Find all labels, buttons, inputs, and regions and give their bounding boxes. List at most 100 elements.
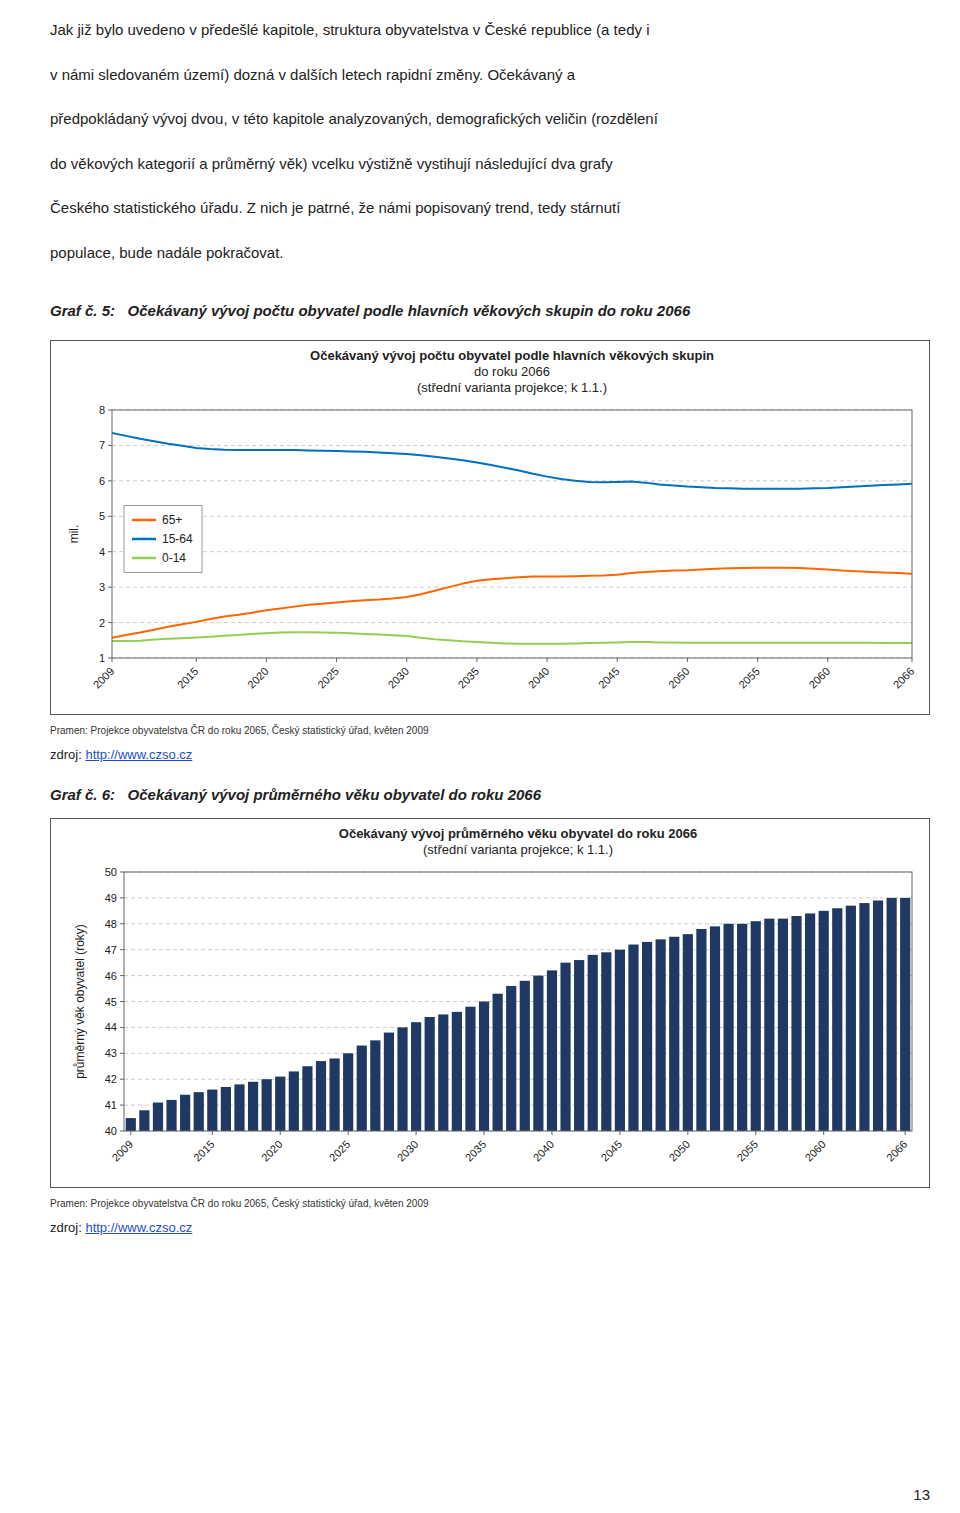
y-tick (120, 949, 124, 950)
y-tick (108, 587, 112, 588)
grid-line (112, 445, 912, 446)
chart-caption: Graf č. 6: Očekávaný vývoj průměrného vě… (50, 786, 541, 803)
chart-title: do roku 2066 (474, 364, 550, 379)
bar (194, 1092, 204, 1131)
bar (180, 1095, 190, 1131)
bar (642, 942, 652, 1131)
x-tick (280, 1131, 281, 1135)
bar (289, 1071, 299, 1131)
x-tick-label: 2020 (259, 1138, 285, 1164)
plot-frame (112, 410, 912, 658)
x-tick-label: 2050 (666, 665, 692, 691)
y-tick-label: 50 (105, 866, 117, 878)
y-tick (120, 1105, 124, 1106)
plot-frame (124, 872, 912, 1131)
y-tick-label: 4 (99, 546, 105, 558)
bar (669, 937, 679, 1131)
y-tick-label: 3 (99, 581, 105, 593)
grid-line (112, 587, 912, 588)
x-tick-label: 2015 (175, 665, 201, 691)
bar (316, 1061, 326, 1131)
x-tick (547, 658, 548, 662)
x-tick (130, 1131, 131, 1135)
bar (275, 1077, 285, 1131)
bar (465, 1007, 475, 1131)
bar (560, 963, 570, 1131)
x-tick (476, 658, 477, 662)
bar (900, 898, 910, 1131)
bar (615, 950, 625, 1131)
bar (329, 1058, 339, 1131)
plot-marks (126, 898, 911, 1131)
paragraph-line: v námi sledovaném území) dozná v dalších… (50, 66, 575, 83)
source-link-label: zdroj: http://www.czso.cz (50, 1220, 192, 1235)
bar (887, 898, 897, 1131)
x-tick (687, 658, 688, 662)
x-tick (905, 1131, 906, 1135)
x-tick (757, 658, 758, 662)
chart-title: (střední varianta projekce; k 1.1.) (423, 842, 613, 857)
x-tick (416, 1131, 417, 1135)
bar (656, 939, 666, 1131)
series-line (112, 632, 912, 644)
grid-line (112, 480, 912, 481)
x-tick (823, 1131, 824, 1135)
legend: 65+15-640-14 (124, 505, 202, 572)
x-tick-label: 2045 (596, 665, 622, 691)
bar (859, 903, 869, 1131)
grid-line (124, 897, 912, 898)
x-tick-label: 2060 (802, 1138, 828, 1164)
y-axis-label: mil. (67, 525, 81, 544)
series-line (112, 433, 912, 489)
legend-label: 65+ (162, 513, 182, 527)
y-tick-label: 48 (105, 918, 117, 930)
bar (683, 934, 693, 1131)
chart-title: Očekávaný vývoj průměrného věku obyvatel… (339, 826, 697, 841)
y-tick-label: 43 (105, 1047, 117, 1059)
x-tick-label: 2015 (191, 1138, 217, 1164)
grid-line (112, 551, 912, 552)
y-tick-label: 8 (99, 404, 105, 416)
legend-label: 15-64 (162, 532, 193, 546)
x-tick (619, 1131, 620, 1135)
x-tick (687, 1131, 688, 1135)
bar (846, 906, 856, 1131)
y-tick (120, 1079, 124, 1080)
x-tick-label: 2020 (245, 665, 271, 691)
bar (207, 1090, 217, 1131)
y-tick (120, 872, 124, 873)
grid-line (112, 622, 912, 623)
paragraph-line: předpokládaný vývoj dvou, v této kapitol… (50, 110, 658, 127)
y-tick (120, 923, 124, 924)
chart-box (51, 819, 930, 1188)
x-tick-label: 2066 (891, 665, 917, 691)
y-tick (120, 1053, 124, 1054)
x-tick (484, 1131, 485, 1135)
bar (452, 1012, 462, 1131)
y-tick (120, 1001, 124, 1002)
bar (710, 926, 720, 1131)
bar (533, 976, 543, 1131)
x-tick-label: 2040 (526, 665, 552, 691)
bar (547, 970, 557, 1131)
bar (370, 1040, 380, 1131)
bar (737, 924, 747, 1131)
bar (791, 916, 801, 1131)
x-tick-label: 2009 (109, 1138, 135, 1164)
legend-swatch (132, 557, 156, 560)
x-tick-label: 2035 (463, 1138, 489, 1164)
paragraph-line: populace, bude nadále pokračovat. (50, 244, 284, 261)
y-tick-label: 47 (105, 944, 117, 956)
series-line (112, 568, 912, 638)
y-tick (108, 516, 112, 517)
x-tick-label: 2030 (395, 1138, 421, 1164)
y-tick-label: 44 (105, 1021, 117, 1033)
y-tick (120, 975, 124, 976)
bar (262, 1079, 272, 1131)
y-tick-label: 2 (99, 617, 105, 629)
x-tick (266, 658, 267, 662)
chart-caption: Graf č. 5: Očekávaný vývoj počtu obyvate… (50, 302, 690, 319)
bar (588, 955, 598, 1131)
plot-marks (112, 433, 912, 644)
bar (506, 986, 516, 1131)
